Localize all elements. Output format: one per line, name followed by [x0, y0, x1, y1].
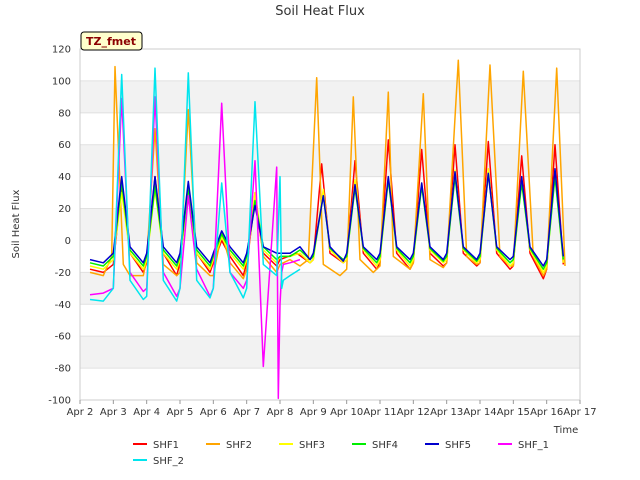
x-tick-label: Apr 2 [67, 407, 94, 418]
y-tick-label: 0 [65, 236, 71, 247]
plot-band [80, 272, 580, 305]
legend-label: SHF4 [372, 440, 398, 451]
x-tick-label: Apr 6 [200, 407, 227, 418]
x-tick-label: Apr 15 [497, 407, 530, 418]
grid-lines [80, 48, 580, 401]
series-line-shf2 [89, 59, 566, 280]
legend-label: SHF_1 [518, 440, 549, 451]
plot-bands [80, 80, 580, 369]
legend-item: SHF5 [425, 440, 471, 451]
y-tick-label: 40 [58, 172, 71, 183]
station-badge-label: TZ_fmet [86, 35, 136, 48]
legend-item: SHF4 [352, 440, 398, 451]
chart-title: Soil Heat Flux [275, 4, 365, 19]
series-lines [89, 59, 566, 400]
legend-item: SHF_1 [498, 440, 549, 451]
series-line-shf-2 [89, 67, 301, 302]
y-tick-label: -80 [55, 364, 71, 375]
x-tick-label: Apr 7 [233, 407, 260, 418]
y-tick-label: 60 [58, 140, 71, 151]
series-line-shf5 [89, 167, 565, 267]
x-tick-label: Apr 5 [167, 407, 194, 418]
y-tick-label: -20 [55, 268, 71, 279]
legend-label: SHF2 [226, 440, 252, 451]
x-tick-label: Apr 13 [430, 407, 463, 418]
y-axis-ticks: -100 -80 -60 -40 -20 0 20 40 60 80 100 120 [48, 45, 71, 407]
legend-item: SHF2 [206, 440, 252, 451]
legend-label: SHF5 [445, 440, 471, 451]
legend-item: SHF_2 [133, 456, 184, 467]
legend-label: SHF3 [299, 440, 325, 451]
x-tick-label: Apr 10 [330, 407, 363, 418]
y-tick-label: 20 [58, 204, 71, 215]
x-tick-label: Apr 14 [463, 407, 496, 418]
y-tick-label: -40 [55, 300, 71, 311]
x-tick-label: Apr 4 [133, 407, 160, 418]
y-axis-label: Soil Heat Flux [11, 189, 22, 258]
legend-label: SHF_2 [153, 456, 184, 467]
legend-label: SHF1 [153, 440, 179, 451]
x-tick-label: Apr 3 [100, 407, 127, 418]
plot-frame [79, 48, 581, 401]
y-tick-label: 80 [58, 108, 71, 119]
legend-item: SHF3 [279, 440, 325, 451]
plot-band [80, 336, 580, 369]
x-tick-label: Apr 9 [300, 407, 327, 418]
x-axis-label: Time [553, 425, 578, 436]
x-tick-label: Apr 16 [530, 407, 563, 418]
x-tick-label: Apr 17 [563, 407, 596, 418]
x-tick-label: Apr 12 [397, 407, 430, 418]
x-tick-label: Apr 11 [363, 407, 396, 418]
legend-item: SHF1 [133, 440, 179, 451]
station-badge: TZ_fmet [80, 31, 143, 51]
series-line-shf1 [89, 139, 565, 280]
y-tick-label: -100 [48, 396, 71, 407]
plot-band [80, 208, 580, 241]
y-tick-label: 100 [52, 76, 71, 87]
plot-band [80, 80, 580, 113]
plot-band [80, 144, 580, 177]
y-tick-label: 120 [52, 45, 71, 56]
x-axis-ticks: Apr 2 Apr 3 Apr 4 Apr 5 Apr 6 Apr 7 Apr 8 Apr 9… [67, 400, 597, 418]
x-tick-label: Apr 8 [267, 407, 294, 418]
legend: SHF1 SHF2 SHF3 SHF4 SHF5 SHF_1 SHF_2 [133, 440, 549, 467]
y-tick-label: -60 [55, 332, 71, 343]
